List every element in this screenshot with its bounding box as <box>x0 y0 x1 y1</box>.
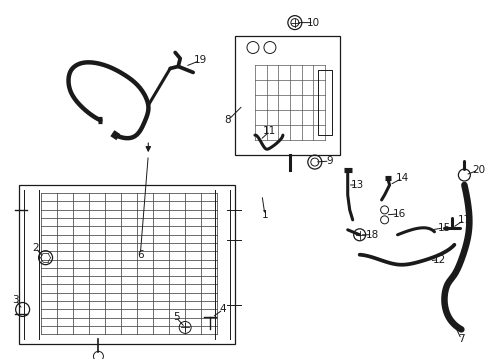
Text: 14: 14 <box>396 173 409 183</box>
Text: 20: 20 <box>472 165 485 175</box>
Text: 19: 19 <box>194 55 207 66</box>
Text: 5: 5 <box>173 312 179 323</box>
Text: 11: 11 <box>263 126 276 136</box>
Text: 2: 2 <box>32 243 39 253</box>
Text: 3: 3 <box>12 294 19 305</box>
Text: 4: 4 <box>220 305 226 315</box>
Text: 1: 1 <box>262 210 268 220</box>
Text: 15: 15 <box>438 223 451 233</box>
Bar <box>19 185 235 345</box>
Text: 13: 13 <box>351 180 364 190</box>
Text: 17: 17 <box>458 215 471 225</box>
Text: 9: 9 <box>326 156 333 166</box>
Text: 18: 18 <box>366 230 379 240</box>
Bar <box>235 36 340 155</box>
Text: 16: 16 <box>393 209 406 219</box>
Text: 7: 7 <box>458 334 465 345</box>
Text: 10: 10 <box>307 18 320 28</box>
Text: 6: 6 <box>137 250 144 260</box>
Text: 12: 12 <box>433 255 446 265</box>
Text: 8: 8 <box>225 115 231 125</box>
